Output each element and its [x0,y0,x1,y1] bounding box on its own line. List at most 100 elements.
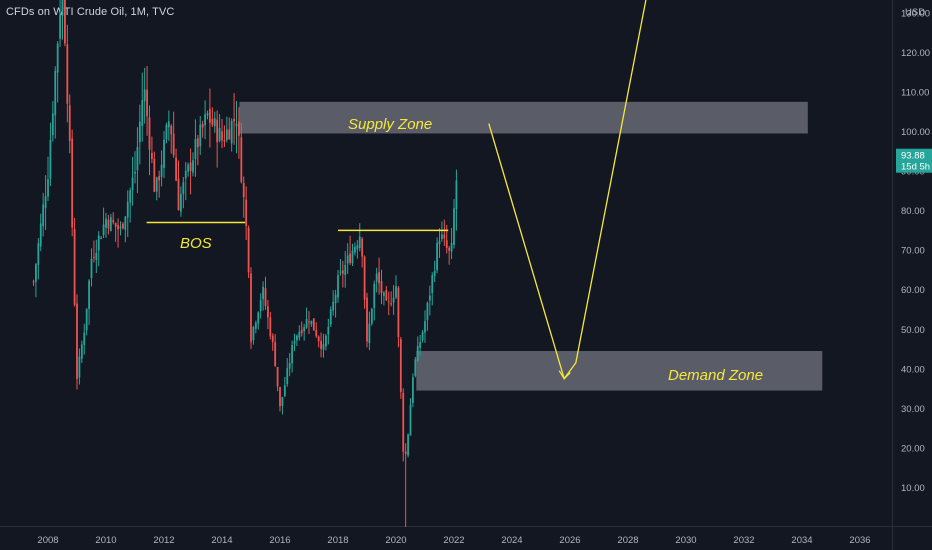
candle-body [95,252,98,261]
candle-body [373,283,376,308]
time-tick-label: 2018 [327,535,348,546]
candle-body [441,234,443,240]
time-tick-label: 2024 [501,535,522,546]
candle-body [126,201,129,218]
candle-body [247,227,250,273]
candle-body [443,234,446,239]
candle-body [223,140,226,142]
projection-path [488,0,647,381]
candle-body [68,105,71,142]
time-tick-label: 2030 [675,535,696,546]
candle-body [245,199,248,227]
candle-body [131,177,134,191]
candle-body [424,321,426,333]
candle-body [141,100,144,126]
candle-body [32,281,35,283]
chart-title: CFDs on WTI Crude Oil, 1M, TVC [6,6,175,18]
candle-body [385,289,388,301]
time-tick-label: 2036 [849,535,870,546]
candle-body [170,125,173,135]
candle-body [233,119,235,122]
time-tick-label: 2022 [443,535,464,546]
candle-body [175,157,177,181]
candle-body [143,89,146,102]
candle-body [146,89,148,117]
candle-body [293,340,296,344]
candle-body [257,312,260,324]
price-axis[interactable]: USD130.00120.00110.00100.0090.0080.0070.… [896,7,932,494]
supply-zone [239,101,808,134]
candle-body [404,451,407,454]
candle-body [209,108,211,123]
candle-body [414,359,417,376]
candle-body [351,250,354,264]
candle-body [296,335,298,341]
candle-body [363,256,366,300]
time-tick-label: 2016 [269,535,290,546]
candle-body [44,196,47,209]
candle-body [90,258,93,279]
candle-body [450,243,453,252]
candle-body [109,217,112,232]
candle-body [399,339,402,393]
time-tick-label: 2032 [733,535,754,546]
candle-body [189,162,192,172]
candle-body [445,240,448,249]
candle-body [358,236,361,249]
candle-body [39,223,42,247]
candle-body [64,0,66,44]
candle-body [177,178,180,210]
candle-body [240,137,243,182]
candle-body [298,331,301,338]
candle-body [235,123,238,127]
candle-body [184,170,187,179]
candle-body [73,228,76,305]
price-tick-label: 30.00 [901,404,925,415]
candle-body [105,218,107,228]
candle-body [119,226,122,229]
candle-body [54,70,57,116]
candle-body [356,245,359,250]
candle-body [80,344,83,359]
candle-body [431,275,434,293]
candle-body [153,158,156,192]
candle-body [453,208,455,245]
candle-body [378,272,380,284]
candle-body [180,194,182,212]
price-tick-label: 60.00 [901,285,925,296]
candle-body [148,117,151,150]
candle-body [124,216,127,230]
price-tick-label: 80.00 [901,206,925,217]
candle-body [303,327,306,332]
candle-body [194,139,197,160]
candle-body [201,123,204,128]
candle-body [264,288,267,306]
candle-body [42,204,45,227]
currency-label: USD [905,7,925,18]
price-tick-label: 40.00 [901,364,925,375]
candle-body [114,222,117,227]
candle-body [192,160,194,173]
candle-body [199,124,202,147]
candle-body [49,139,52,179]
candle-body [206,112,209,116]
countdown-label: 15d 5h [901,162,930,173]
candle-body [361,238,364,257]
candle-body [426,302,429,321]
candle-body [78,356,81,378]
candle-body [136,146,139,171]
price-tick-label: 50.00 [901,325,925,336]
candle-body [93,256,95,258]
price-tick-label: 70.00 [901,246,925,257]
candle-body [334,294,337,304]
candle-body [419,342,422,348]
time-tick-label: 2028 [617,535,638,546]
candle-body [102,224,105,236]
candle-body [310,320,313,325]
time-axis[interactable]: 2008 2010 2012 2014 2016 2018 2020 2022 2024 2026… [37,535,870,546]
lines-layer [146,0,647,381]
candle-body [412,377,414,403]
candles-layer [32,0,458,527]
